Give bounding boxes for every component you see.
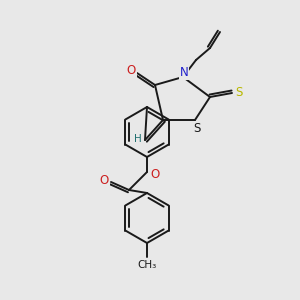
Text: N: N [180,67,188,80]
Text: H: H [134,134,142,144]
Text: O: O [150,169,160,182]
Text: S: S [235,86,243,100]
Text: S: S [193,122,201,134]
Text: O: O [99,173,109,187]
Text: O: O [126,64,136,77]
Text: CH₃: CH₃ [137,260,157,270]
